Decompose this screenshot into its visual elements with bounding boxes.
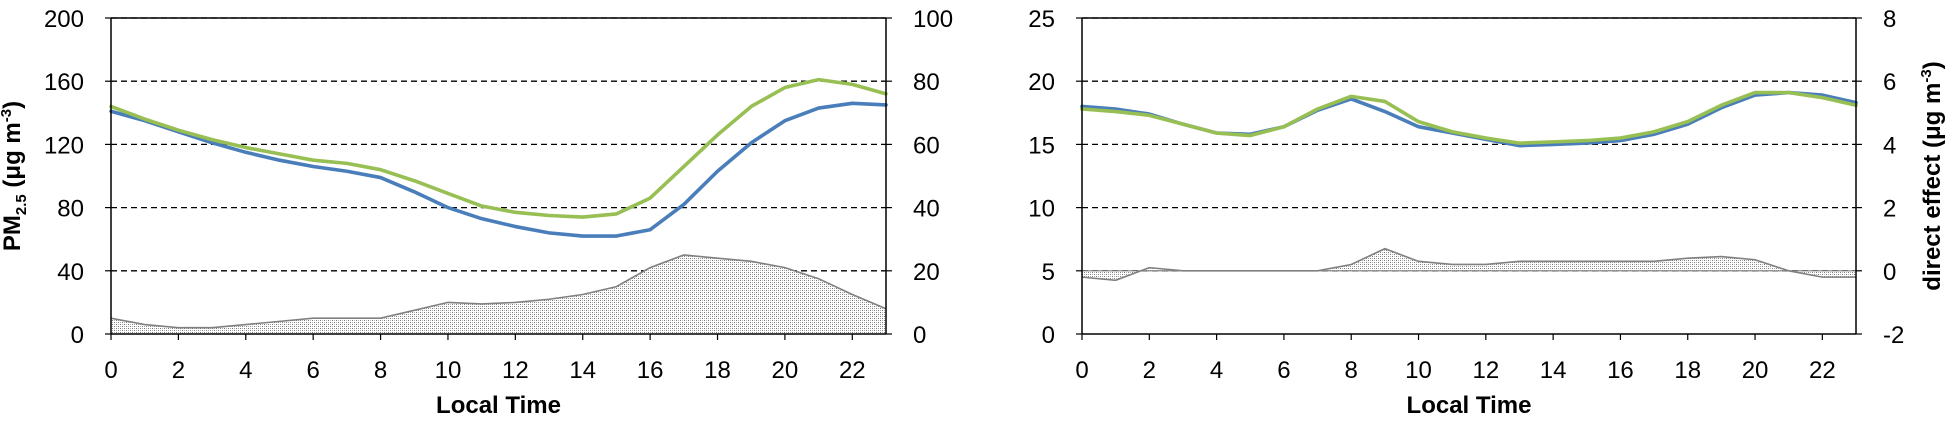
line-series-1 xyxy=(1080,90,1858,148)
y-tick-label: 40 xyxy=(57,259,84,286)
x-tick-label: 18 xyxy=(704,357,731,384)
y-tick-label: 0 xyxy=(1042,322,1055,349)
y-tick-label: 80 xyxy=(57,196,84,223)
y2-tick-label: 0 xyxy=(913,322,926,349)
y-tick-label: 5 xyxy=(1042,259,1055,286)
x-tick-label: 18 xyxy=(1674,357,1701,384)
x-tick-label: 12 xyxy=(502,357,529,384)
y2-tick-label: 20 xyxy=(913,259,940,286)
y-axis-title-part: 2.5 xyxy=(13,194,30,215)
y-tick-label: 200 xyxy=(44,6,84,33)
y-tick-label: 25 xyxy=(1028,6,1055,33)
line-series-2 xyxy=(109,77,888,219)
x-tick-label: 20 xyxy=(772,357,799,384)
y2-axis-title-part: direct effect (μg m xyxy=(1919,83,1946,291)
area-series-outline xyxy=(110,254,887,329)
y2-tick-label: 80 xyxy=(913,69,940,96)
y-axis-title-part: -3 xyxy=(0,109,15,122)
chart-2: 0 2 4 6 8 10 12 14 16 18 20 22 0 5 10 15 20 25 -2 0 2 4 6 8 Loca… xyxy=(1028,6,1946,419)
y-axis-title-part: (μg m xyxy=(0,122,26,194)
x-tick-label: 10 xyxy=(1405,357,1432,384)
y-axis-title-part: PM xyxy=(0,215,26,251)
x-tick-label: 12 xyxy=(1472,357,1499,384)
y-tick-label: 15 xyxy=(1028,132,1055,159)
x-tick-label: 16 xyxy=(637,357,664,384)
y2-tick-label: 8 xyxy=(1883,6,1896,33)
y2-tick-label: 6 xyxy=(1883,69,1896,96)
x-tick-label: 14 xyxy=(569,357,596,384)
y2-axis-title-part: -3 xyxy=(1918,69,1935,82)
x-tick-label: 2 xyxy=(1143,357,1156,384)
x-tick-label: 4 xyxy=(239,357,252,384)
x-tick-label: 22 xyxy=(1809,357,1836,384)
y2-tick-label: 0 xyxy=(1883,259,1896,286)
x-tick-label: 2 xyxy=(172,357,185,384)
line-series-2 xyxy=(1080,90,1858,145)
x-tick-label: 16 xyxy=(1607,357,1634,384)
x-axis-title: Local Time xyxy=(1407,392,1532,419)
y-axis-title: PM2.5 (μg m-3) xyxy=(0,101,30,251)
y2-tick-label: 60 xyxy=(913,132,940,159)
y-axis-title-part: ) xyxy=(0,101,26,109)
x-tick-label: 10 xyxy=(435,357,462,384)
y-tick-label: 20 xyxy=(1028,69,1055,96)
y2-tick-label: -2 xyxy=(1883,322,1904,349)
y2-tick-label: 2 xyxy=(1883,196,1896,223)
x-tick-label: 8 xyxy=(374,357,387,384)
chart-1: 0 2 4 6 8 10 12 14 16 18 20 22 0 40 80 120 160 200 0 20 40 60… xyxy=(0,6,953,419)
x-tick-label: 0 xyxy=(1075,357,1088,384)
y2-tick-label: 100 xyxy=(913,6,953,33)
x-tick-label: 8 xyxy=(1345,357,1358,384)
x-tick-label: 0 xyxy=(104,357,117,384)
y-tick-label: 0 xyxy=(71,322,84,349)
y-tick-label: 10 xyxy=(1028,196,1055,223)
line-series-1 xyxy=(109,101,888,238)
x-tick-label: 6 xyxy=(306,357,319,384)
y2-tick-label: 40 xyxy=(913,196,940,223)
y-tick-label: 160 xyxy=(44,69,84,96)
area-series-fill xyxy=(1082,248,1856,281)
y2-tick-label: 4 xyxy=(1883,132,1896,159)
x-tick-label: 22 xyxy=(839,357,866,384)
x-tick-label: 14 xyxy=(1540,357,1567,384)
x-axis-title: Local Time xyxy=(436,392,561,419)
x-tick-label: 20 xyxy=(1742,357,1769,384)
y2-axis-title: direct effect (μg m-3) xyxy=(1918,61,1946,290)
area-series-fill xyxy=(111,255,886,334)
x-tick-label: 4 xyxy=(1210,357,1223,384)
y2-axis-title-part: ) xyxy=(1919,61,1946,69)
y-tick-label: 120 xyxy=(44,132,84,159)
x-tick-label: 6 xyxy=(1277,357,1290,384)
